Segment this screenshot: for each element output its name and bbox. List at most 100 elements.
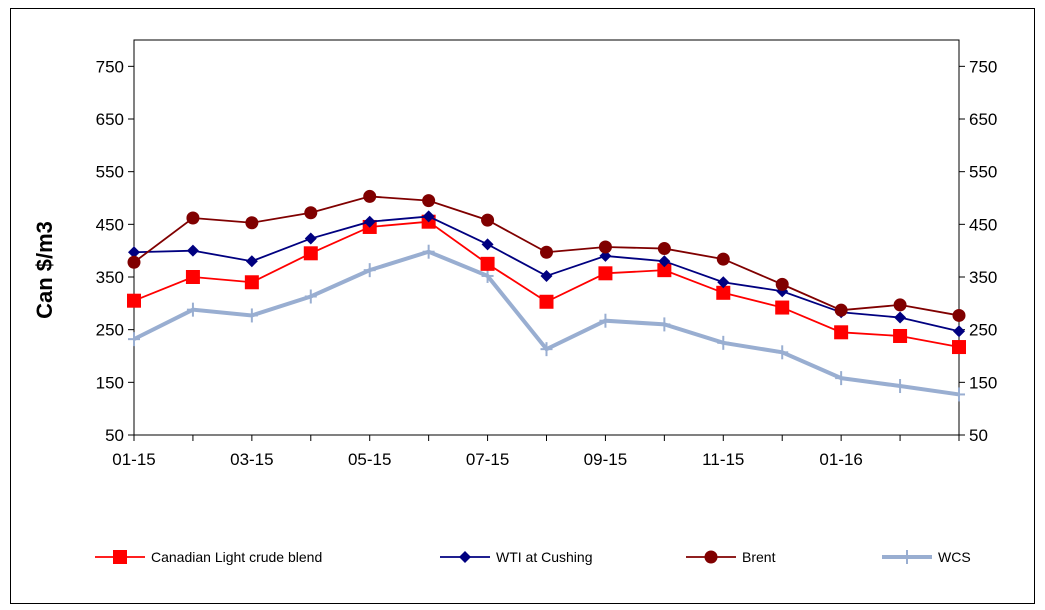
right-y-axis: 50 150 250 350 450 550 650 750	[959, 57, 997, 445]
data-point-square	[185, 270, 200, 284]
data-point-square	[598, 266, 613, 281]
x-tick-label: 09-15	[584, 450, 627, 469]
data-point-square	[480, 256, 495, 271]
legend-item: Canadian Light crude blend	[95, 549, 322, 565]
left-y-tick-label: 650	[96, 110, 124, 129]
legend-item: WCS	[882, 549, 971, 565]
x-tick-label: 01-15	[112, 450, 155, 469]
legend-label: WTI at Cushing	[496, 549, 592, 565]
data-point-circle	[186, 211, 200, 225]
left-y-tick-label: 750	[96, 57, 124, 76]
data-point-square	[244, 275, 259, 290]
data-point-plus	[953, 387, 965, 402]
data-point-diamond	[186, 244, 199, 257]
x-tick-label: 07-15	[466, 450, 509, 469]
x-tick-label: 11-15	[702, 450, 744, 469]
data-point-plus	[599, 313, 612, 328]
data-point-plus	[363, 263, 376, 278]
data-point-diamond	[717, 276, 730, 289]
data-point-circle	[704, 550, 718, 564]
data-point-diamond	[953, 325, 965, 338]
x-tick-label: 03-15	[230, 450, 273, 469]
data-point-plus	[717, 335, 730, 350]
data-point-diamond	[304, 232, 317, 245]
data-point-plus	[481, 268, 494, 283]
data-point-circle	[834, 303, 848, 317]
series-brent	[127, 189, 966, 322]
data-point-circle	[775, 277, 789, 291]
data-point-square	[834, 325, 849, 340]
left-y-tick-label: 250	[96, 321, 124, 340]
right-y-tick-label: 650	[969, 110, 997, 129]
data-point-plus	[186, 302, 199, 317]
data-point-plus	[894, 379, 907, 394]
data-point-square	[716, 285, 731, 300]
right-y-tick-label: 250	[969, 321, 997, 340]
data-point-plus	[901, 550, 913, 564]
data-point-square	[127, 293, 141, 308]
data-point-diamond	[658, 255, 671, 268]
left-y-tick-label: 150	[96, 373, 124, 392]
series-canadian-light-crude-blend	[127, 214, 966, 355]
right-y-tick-label: 350	[969, 268, 997, 287]
data-point-square	[775, 300, 790, 315]
x-tick-label: 05-15	[348, 450, 391, 469]
data-point-plus	[422, 244, 435, 259]
right-y-tick-label: 750	[969, 57, 997, 76]
left-y-tick-label: 550	[96, 163, 124, 182]
left-y-tick-label: 50	[105, 426, 124, 445]
legend: Canadian Light crude blend WTI at Cushing…	[95, 549, 971, 565]
right-y-tick-label: 550	[969, 163, 997, 182]
data-point-diamond	[599, 249, 612, 262]
x-axis: 01-15 03-15 05-15 07-15 09-15 11-15 01-16	[112, 435, 960, 469]
data-point-square	[539, 294, 554, 309]
data-point-diamond	[894, 311, 907, 324]
x-tick-label: 01-16	[819, 450, 862, 469]
data-point-diamond	[245, 255, 258, 268]
right-y-tick-label: 50	[969, 426, 988, 445]
legend-label: Brent	[742, 549, 776, 565]
data-point-diamond	[459, 551, 471, 563]
data-point-plus	[128, 332, 140, 347]
legend-label: WCS	[938, 549, 971, 565]
data-point-plus	[835, 371, 848, 386]
data-point-circle	[893, 298, 907, 312]
legend-label: Canadian Light crude blend	[151, 549, 322, 565]
right-y-tick-label: 450	[969, 215, 997, 234]
data-point-diamond	[481, 238, 494, 251]
data-point-square	[657, 263, 672, 278]
data-point-plus	[245, 308, 258, 323]
y-axis-label: Can $/m3	[32, 221, 57, 319]
left-y-tick-label: 450	[96, 215, 124, 234]
data-point-diamond	[363, 215, 376, 228]
data-point-circle	[540, 245, 553, 259]
data-point-diamond	[540, 269, 553, 282]
data-point-circle	[422, 194, 436, 208]
left-y-axis: 50 150 250 350 450 550 650 750	[96, 57, 134, 445]
data-point-plus	[776, 345, 789, 360]
data-point-square	[893, 328, 908, 343]
data-point-square	[303, 246, 318, 261]
data-point-circle	[952, 308, 966, 322]
data-point-circle	[657, 242, 671, 256]
data-point-square	[113, 550, 127, 564]
data-point-plus	[658, 317, 671, 332]
data-point-diamond	[422, 210, 435, 223]
data-point-circle	[127, 255, 141, 269]
data-point-circle	[363, 189, 377, 203]
series-wcs	[128, 244, 965, 402]
data-point-plus	[304, 289, 317, 304]
data-point-plus	[540, 342, 553, 357]
left-y-tick-label: 350	[96, 268, 124, 287]
data-point-diamond	[128, 246, 140, 259]
series-layer	[127, 189, 966, 402]
data-point-square	[952, 340, 966, 355]
data-point-circle	[245, 216, 259, 230]
right-y-tick-label: 150	[969, 373, 997, 392]
data-point-circle	[598, 240, 612, 254]
data-point-circle	[481, 213, 495, 227]
data-point-circle	[716, 252, 730, 266]
legend-item: Brent	[686, 549, 776, 565]
legend-item: WTI at Cushing	[440, 549, 592, 565]
